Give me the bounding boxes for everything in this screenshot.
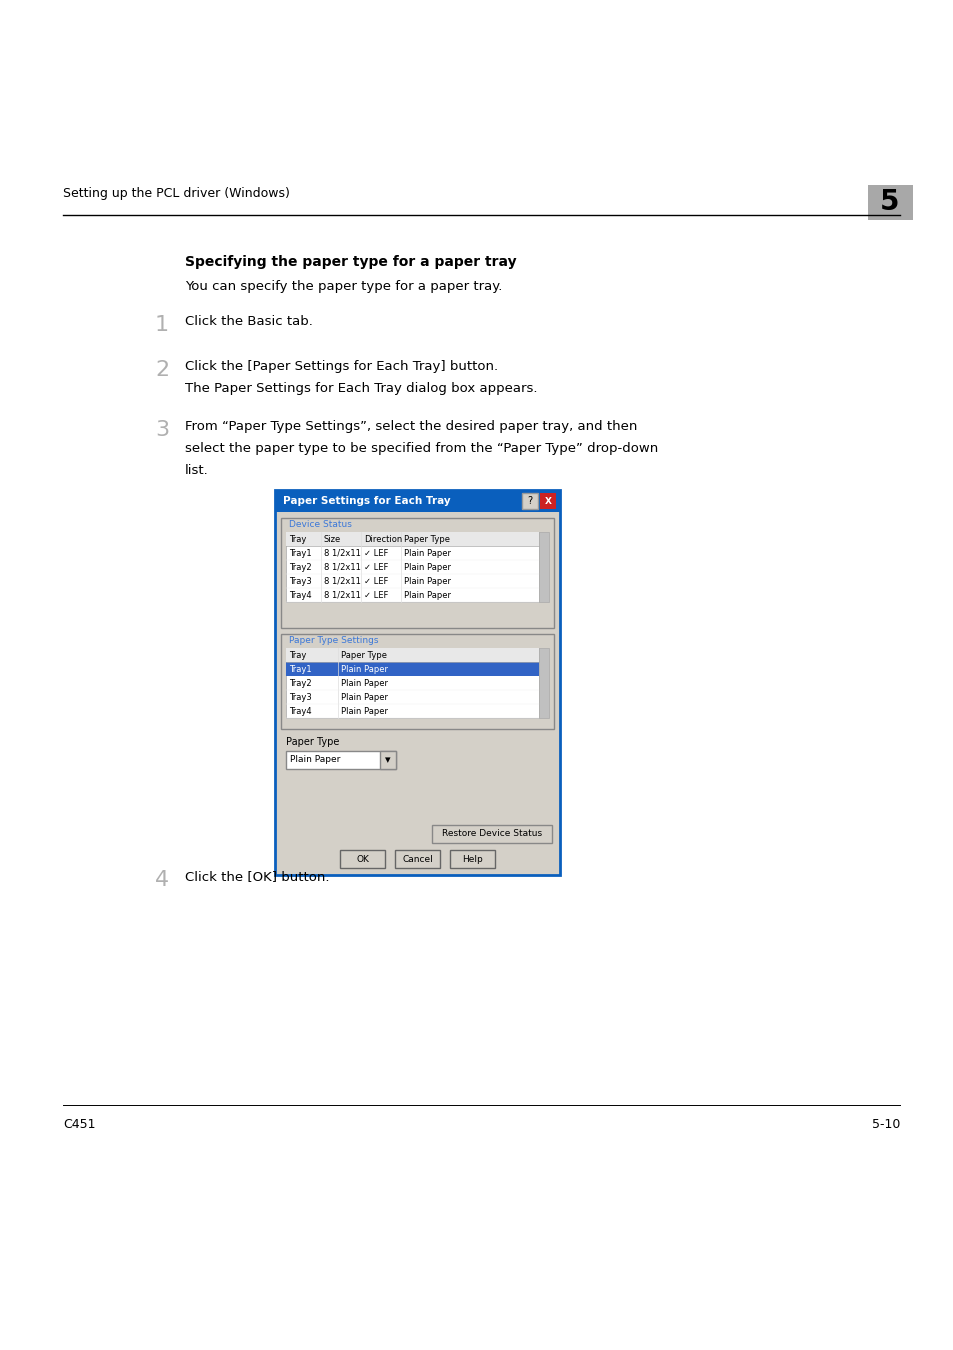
FancyBboxPatch shape xyxy=(274,490,559,875)
FancyBboxPatch shape xyxy=(281,634,554,729)
Text: Tray4: Tray4 xyxy=(289,590,312,599)
Text: Plain Paper: Plain Paper xyxy=(403,548,451,558)
Text: 8 1/2x11: 8 1/2x11 xyxy=(324,563,360,571)
Text: From “Paper Type Settings”, select the desired paper tray, and then: From “Paper Type Settings”, select the d… xyxy=(185,420,637,433)
FancyBboxPatch shape xyxy=(286,662,538,676)
FancyBboxPatch shape xyxy=(538,532,548,602)
Text: ✓ LEF: ✓ LEF xyxy=(364,576,388,586)
FancyBboxPatch shape xyxy=(286,648,538,718)
Text: Paper Type: Paper Type xyxy=(403,535,450,544)
Text: C451: C451 xyxy=(63,1118,95,1131)
Text: ▾: ▾ xyxy=(385,755,391,765)
Text: Plain Paper: Plain Paper xyxy=(340,679,388,687)
FancyBboxPatch shape xyxy=(867,185,912,220)
FancyBboxPatch shape xyxy=(395,850,439,868)
Text: 4: 4 xyxy=(154,869,169,890)
FancyBboxPatch shape xyxy=(521,493,537,509)
FancyBboxPatch shape xyxy=(432,825,552,842)
Text: Tray: Tray xyxy=(289,535,306,544)
Text: Paper Type: Paper Type xyxy=(340,651,387,660)
Text: Tray1: Tray1 xyxy=(289,664,312,674)
Text: Device Status: Device Status xyxy=(289,520,352,529)
Text: 3: 3 xyxy=(154,420,169,440)
Text: 8 1/2x11: 8 1/2x11 xyxy=(324,590,360,599)
Text: 5: 5 xyxy=(880,188,899,216)
FancyBboxPatch shape xyxy=(539,493,556,509)
Text: Plain Paper: Plain Paper xyxy=(403,576,451,586)
Text: Tray3: Tray3 xyxy=(289,693,312,702)
Text: Tray2: Tray2 xyxy=(289,679,312,687)
Text: Tray1: Tray1 xyxy=(289,548,312,558)
Text: Cancel: Cancel xyxy=(402,855,433,864)
Text: Click the Basic tab.: Click the Basic tab. xyxy=(185,315,313,328)
Text: list.: list. xyxy=(185,464,209,477)
Text: Paper Type Settings: Paper Type Settings xyxy=(289,636,378,645)
Text: 8 1/2x11: 8 1/2x11 xyxy=(324,548,360,558)
Text: Plain Paper: Plain Paper xyxy=(340,664,388,674)
FancyBboxPatch shape xyxy=(286,532,538,602)
Text: select the paper type to be specified from the “Paper Type” drop-down: select the paper type to be specified fr… xyxy=(185,441,658,455)
FancyBboxPatch shape xyxy=(286,532,538,545)
Text: 1: 1 xyxy=(154,315,169,335)
Text: Tray3: Tray3 xyxy=(289,576,312,586)
Text: Specifying the paper type for a paper tray: Specifying the paper type for a paper tr… xyxy=(185,255,517,269)
Text: Paper Settings for Each Tray: Paper Settings for Each Tray xyxy=(283,495,450,506)
Text: 8 1/2x11: 8 1/2x11 xyxy=(324,576,360,586)
Text: Plain Paper: Plain Paper xyxy=(403,590,451,599)
FancyBboxPatch shape xyxy=(274,490,559,512)
Text: OK: OK xyxy=(355,855,369,864)
Text: Plain Paper: Plain Paper xyxy=(340,693,388,702)
Text: Size: Size xyxy=(324,535,341,544)
FancyBboxPatch shape xyxy=(286,648,538,662)
Text: Plain Paper: Plain Paper xyxy=(290,756,340,764)
FancyBboxPatch shape xyxy=(538,648,548,718)
Text: Direction: Direction xyxy=(364,535,402,544)
Text: ?: ? xyxy=(527,495,532,506)
Text: ✓ LEF: ✓ LEF xyxy=(364,590,388,599)
Text: Restore Device Status: Restore Device Status xyxy=(441,829,541,838)
FancyBboxPatch shape xyxy=(286,751,395,769)
Text: 2: 2 xyxy=(154,360,169,379)
Text: Click the [OK] button.: Click the [OK] button. xyxy=(185,869,329,883)
Text: Tray: Tray xyxy=(289,651,306,660)
FancyBboxPatch shape xyxy=(450,850,495,868)
FancyBboxPatch shape xyxy=(339,850,385,868)
Text: X: X xyxy=(544,497,551,505)
Text: Paper Type: Paper Type xyxy=(286,737,339,747)
Text: ✓ LEF: ✓ LEF xyxy=(364,563,388,571)
Text: Tray2: Tray2 xyxy=(289,563,312,571)
FancyBboxPatch shape xyxy=(379,751,395,769)
Text: Click the [Paper Settings for Each Tray] button.: Click the [Paper Settings for Each Tray]… xyxy=(185,360,497,373)
Text: Plain Paper: Plain Paper xyxy=(340,706,388,716)
Text: Setting up the PCL driver (Windows): Setting up the PCL driver (Windows) xyxy=(63,188,290,200)
Text: You can specify the paper type for a paper tray.: You can specify the paper type for a pap… xyxy=(185,279,502,293)
Text: 5-10: 5-10 xyxy=(871,1118,899,1131)
Text: Tray4: Tray4 xyxy=(289,706,312,716)
Text: Help: Help xyxy=(461,855,482,864)
Text: ✓ LEF: ✓ LEF xyxy=(364,548,388,558)
Text: The Paper Settings for Each Tray dialog box appears.: The Paper Settings for Each Tray dialog … xyxy=(185,382,537,396)
Text: Plain Paper: Plain Paper xyxy=(403,563,451,571)
FancyBboxPatch shape xyxy=(281,518,554,628)
